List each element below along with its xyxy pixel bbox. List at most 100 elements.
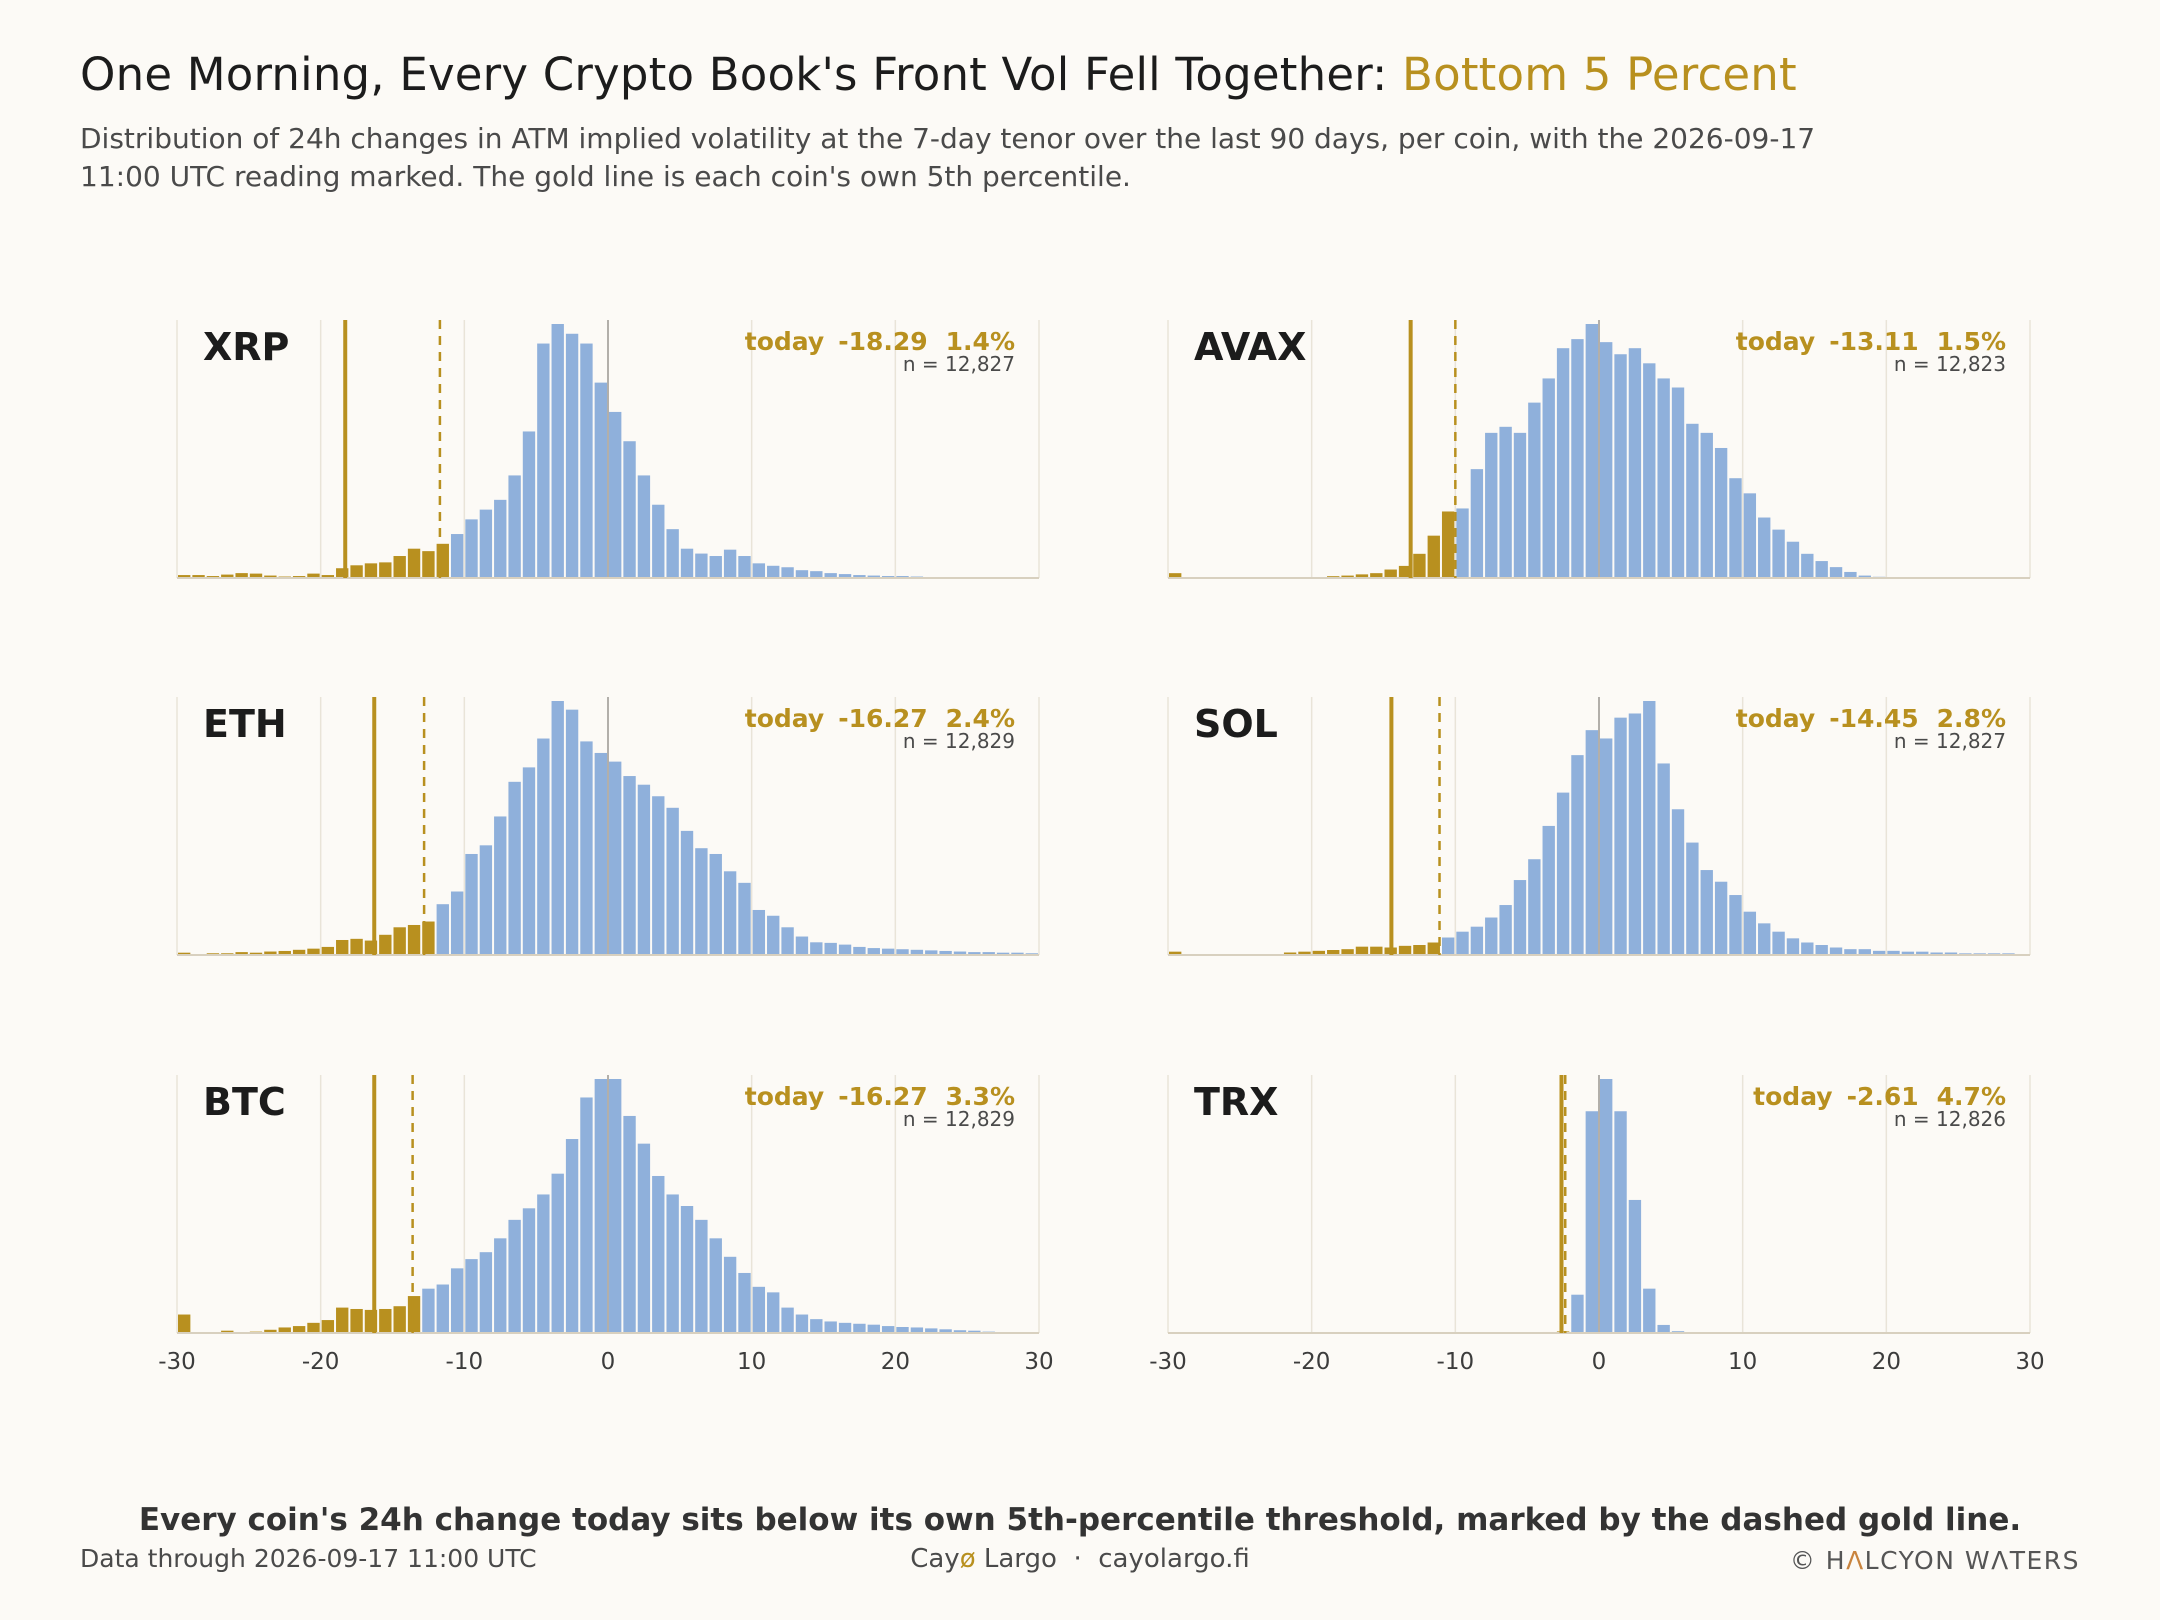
- title-highlight: Bottom 5 Percent: [1402, 48, 1797, 101]
- histogram-bar: [178, 952, 191, 955]
- today-annotation: today -16.27 3.3%: [745, 1082, 1015, 1111]
- histogram-bar: [1470, 469, 1484, 578]
- histogram-bar: [637, 1143, 651, 1333]
- x-tick-label: 0: [601, 1349, 616, 1375]
- histogram-bar: [1944, 952, 1958, 955]
- histogram-bar: [666, 529, 679, 578]
- histogram-bar: [379, 1308, 392, 1333]
- histogram-bar: [1355, 946, 1369, 955]
- histogram-bar: [1513, 432, 1527, 578]
- histogram-bar: [1758, 517, 1771, 578]
- x-tick-label: -20: [302, 1349, 340, 1375]
- histogram-bar: [594, 382, 607, 578]
- brand-footer: Cayø Largo · cayolargo.fi: [0, 1544, 2160, 1574]
- brand-name-o: ø: [959, 1544, 976, 1574]
- histogram-bar: [1628, 713, 1642, 955]
- histogram-bar: [709, 556, 722, 578]
- histogram-bar: [479, 509, 493, 578]
- histogram-bar: [264, 1329, 277, 1333]
- histogram-bar: [580, 741, 593, 955]
- histogram-bar: [695, 1219, 708, 1333]
- histogram-bar: [1327, 950, 1340, 955]
- coin-label: AVAX: [1194, 325, 1306, 369]
- histogram-bar: [1643, 1288, 1656, 1333]
- footnote: Every coin's 24h change today sits below…: [138, 1502, 2022, 1538]
- histogram-bar: [1427, 535, 1440, 578]
- histogram-bar: [292, 1326, 306, 1333]
- histogram-bar: [853, 1323, 866, 1333]
- histogram-bar: [680, 830, 694, 955]
- histogram-bar: [623, 1115, 636, 1333]
- histogram-bar: [1614, 354, 1627, 578]
- histogram-bar: [1686, 423, 1699, 578]
- histogram-bar: [264, 951, 277, 955]
- histogram-bar: [1571, 755, 1584, 955]
- panel-eth: ETH today -16.27 2.4%n = 12,829: [176, 697, 1040, 956]
- histogram-bar: [795, 1314, 809, 1333]
- histogram-bar: [652, 504, 665, 578]
- histogram-bar: [723, 1256, 737, 1333]
- histogram-bar: [1714, 447, 1728, 578]
- histogram-bar: [450, 534, 464, 578]
- histogram-bar: [350, 565, 363, 578]
- histogram-bar: [1686, 842, 1699, 955]
- histogram-bar: [781, 1307, 794, 1333]
- histogram-bar: [795, 936, 809, 955]
- histogram-bar: [321, 1320, 335, 1333]
- x-tick-label: -30: [158, 1349, 196, 1375]
- panel-xrp: XRP today -18.29 1.4%n = 12,827: [176, 320, 1040, 579]
- histogram-bar: [1485, 432, 1498, 578]
- histogram-bar: [1169, 951, 1182, 955]
- histogram-bar: [249, 952, 263, 955]
- histogram-bar: [1169, 573, 1182, 578]
- histogram-bar: [1614, 1111, 1627, 1333]
- histogram-bar: [996, 952, 1010, 955]
- histogram-bar: [982, 952, 995, 955]
- panel-avax: AVAX today -13.11 1.5%n = 12,823: [1167, 320, 2031, 579]
- histogram-bar: [810, 1319, 823, 1333]
- histogram-bar: [738, 1272, 751, 1333]
- histogram-bar: [925, 950, 938, 955]
- histogram-bar: [178, 1314, 191, 1333]
- histogram-bar: [450, 1268, 464, 1333]
- histogram-bar: [565, 1139, 579, 1333]
- histogram-bar: [1298, 951, 1311, 955]
- histogram-bar: [565, 333, 579, 578]
- histogram-bar: [479, 845, 493, 955]
- histogram-bar: [350, 938, 363, 955]
- histogram-bar: [609, 411, 622, 578]
- histogram-bar: [192, 575, 205, 578]
- histogram-bar: [795, 570, 809, 578]
- histogram-bar: [695, 848, 708, 955]
- histogram-bar: [1858, 949, 1871, 955]
- histogram-bar: [1485, 917, 1498, 955]
- histogram-bar: [494, 1238, 507, 1333]
- histogram-bar: [838, 944, 852, 955]
- histogram-bar: [609, 761, 622, 955]
- histogram-bar: [407, 1296, 421, 1333]
- histogram-bar: [1427, 942, 1440, 955]
- histogram-bar: [393, 556, 406, 578]
- histogram-bar: [838, 1322, 852, 1333]
- coin-label: SOL: [1194, 702, 1278, 746]
- histogram-bar: [1283, 952, 1297, 955]
- histogram-bar: [853, 575, 866, 578]
- histogram-bar: [522, 431, 536, 578]
- brand-site-link[interactable]: cayolargo.fi: [1098, 1544, 1250, 1574]
- histogram-bar: [1829, 567, 1843, 578]
- histogram-bar: [436, 543, 449, 578]
- histogram-bar: [1456, 508, 1469, 578]
- sample-size-label: n = 12,827: [903, 352, 1015, 376]
- footer-separator: ·: [1056, 1544, 1099, 1574]
- histogram-bar: [465, 519, 478, 578]
- today-annotation-value: -13.11: [1829, 327, 1918, 356]
- today-annotation: today -13.11 1.5%: [1736, 327, 2006, 356]
- histogram-bar: [810, 942, 823, 955]
- histogram-bar: [551, 701, 564, 955]
- histogram-bar: [407, 924, 421, 955]
- today-annotation-value: -2.61: [1847, 1082, 1919, 1111]
- today-annotation-percentile: 1.5%: [1937, 327, 2006, 356]
- histogram-bar: [307, 573, 320, 578]
- histogram-bar: [867, 575, 880, 578]
- histogram-bar: [465, 853, 478, 955]
